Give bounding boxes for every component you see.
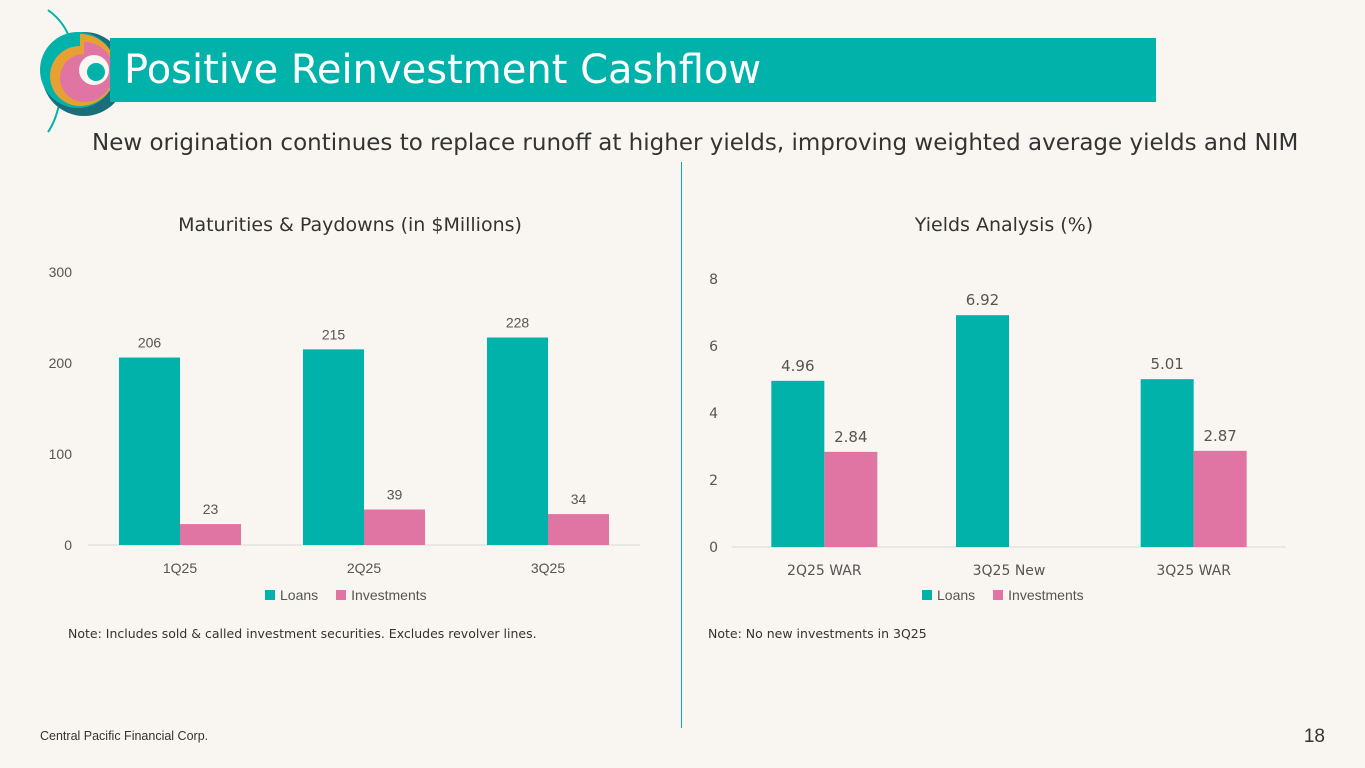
data-label: 215 [322,326,346,342]
x-tick-label: 2Q25 [347,560,381,576]
legend-loans-label: Loans [937,587,976,603]
yields-legend: Loans Investments [922,587,1096,603]
bar-loans [119,357,180,545]
y-tick-label: 4 [709,406,718,422]
chart-title-yields: Yields Analysis (%) [914,214,1094,236]
data-label: 228 [506,315,530,331]
y-tick-label: 8 [709,272,718,288]
bar-investments [180,524,241,545]
legend-investments-label: Investments [351,587,427,603]
y-tick-label: 300 [49,264,73,280]
x-tick-label: 3Q25 WAR [1156,563,1231,579]
bar-loans [1140,379,1194,547]
note-left: Note: Includes sold & called investment … [68,626,537,641]
page-title: Positive Reinvestment Cashflow [124,47,762,93]
x-tick-label: 3Q25 New [973,563,1046,579]
legend-investments-swatch [336,590,347,600]
x-tick-label: 1Q25 [163,560,197,576]
legend-loans-swatch [265,590,275,600]
page-number: 18 [1303,726,1325,747]
data-label: 6.92 [966,291,999,309]
bar-investments [548,514,609,545]
y-tick-label: 0 [709,540,718,556]
data-label: 2.87 [1203,427,1236,445]
data-label: 5.01 [1150,355,1183,373]
title-bar [110,38,1156,102]
legend-loans-label: Loans [280,587,319,603]
company-logo [40,9,126,133]
data-label: 2.84 [834,428,867,446]
footer-company: Central Pacific Financial Corp. [40,729,209,743]
y-tick-label: 6 [709,339,718,355]
y-tick-label: 2 [709,473,718,489]
legend-investments-swatch [993,590,1004,600]
x-tick-label: 2Q25 WAR [787,563,862,579]
chart-title-maturities: Maturities & Paydowns (in $Millions) [178,214,522,236]
bar-investments [824,451,878,547]
page-subtitle: New origination continues to replace run… [92,130,1299,156]
data-label: 39 [387,487,403,503]
x-tick-label: 3Q25 [531,560,565,576]
y-tick-label: 100 [49,446,73,462]
vertical-divider [681,162,682,728]
bar-investments [364,509,425,545]
bar-loans [303,349,364,545]
bar-investments [1193,450,1247,547]
data-label: 4.96 [781,357,814,375]
data-label: 23 [203,501,219,517]
bar-loans [771,380,825,547]
y-tick-label: 200 [49,355,73,371]
legend-loans-swatch [922,590,932,600]
maturities-legend: Loans Investments [265,587,439,603]
note-right: Note: No new investments in 3Q25 [708,626,927,641]
bar-loans [487,337,548,545]
bar-loans [956,315,1009,547]
data-label: 34 [571,491,587,507]
y-tick-label: 0 [64,537,72,553]
data-label: 206 [138,335,162,351]
legend-investments-label: Investments [1008,587,1084,603]
